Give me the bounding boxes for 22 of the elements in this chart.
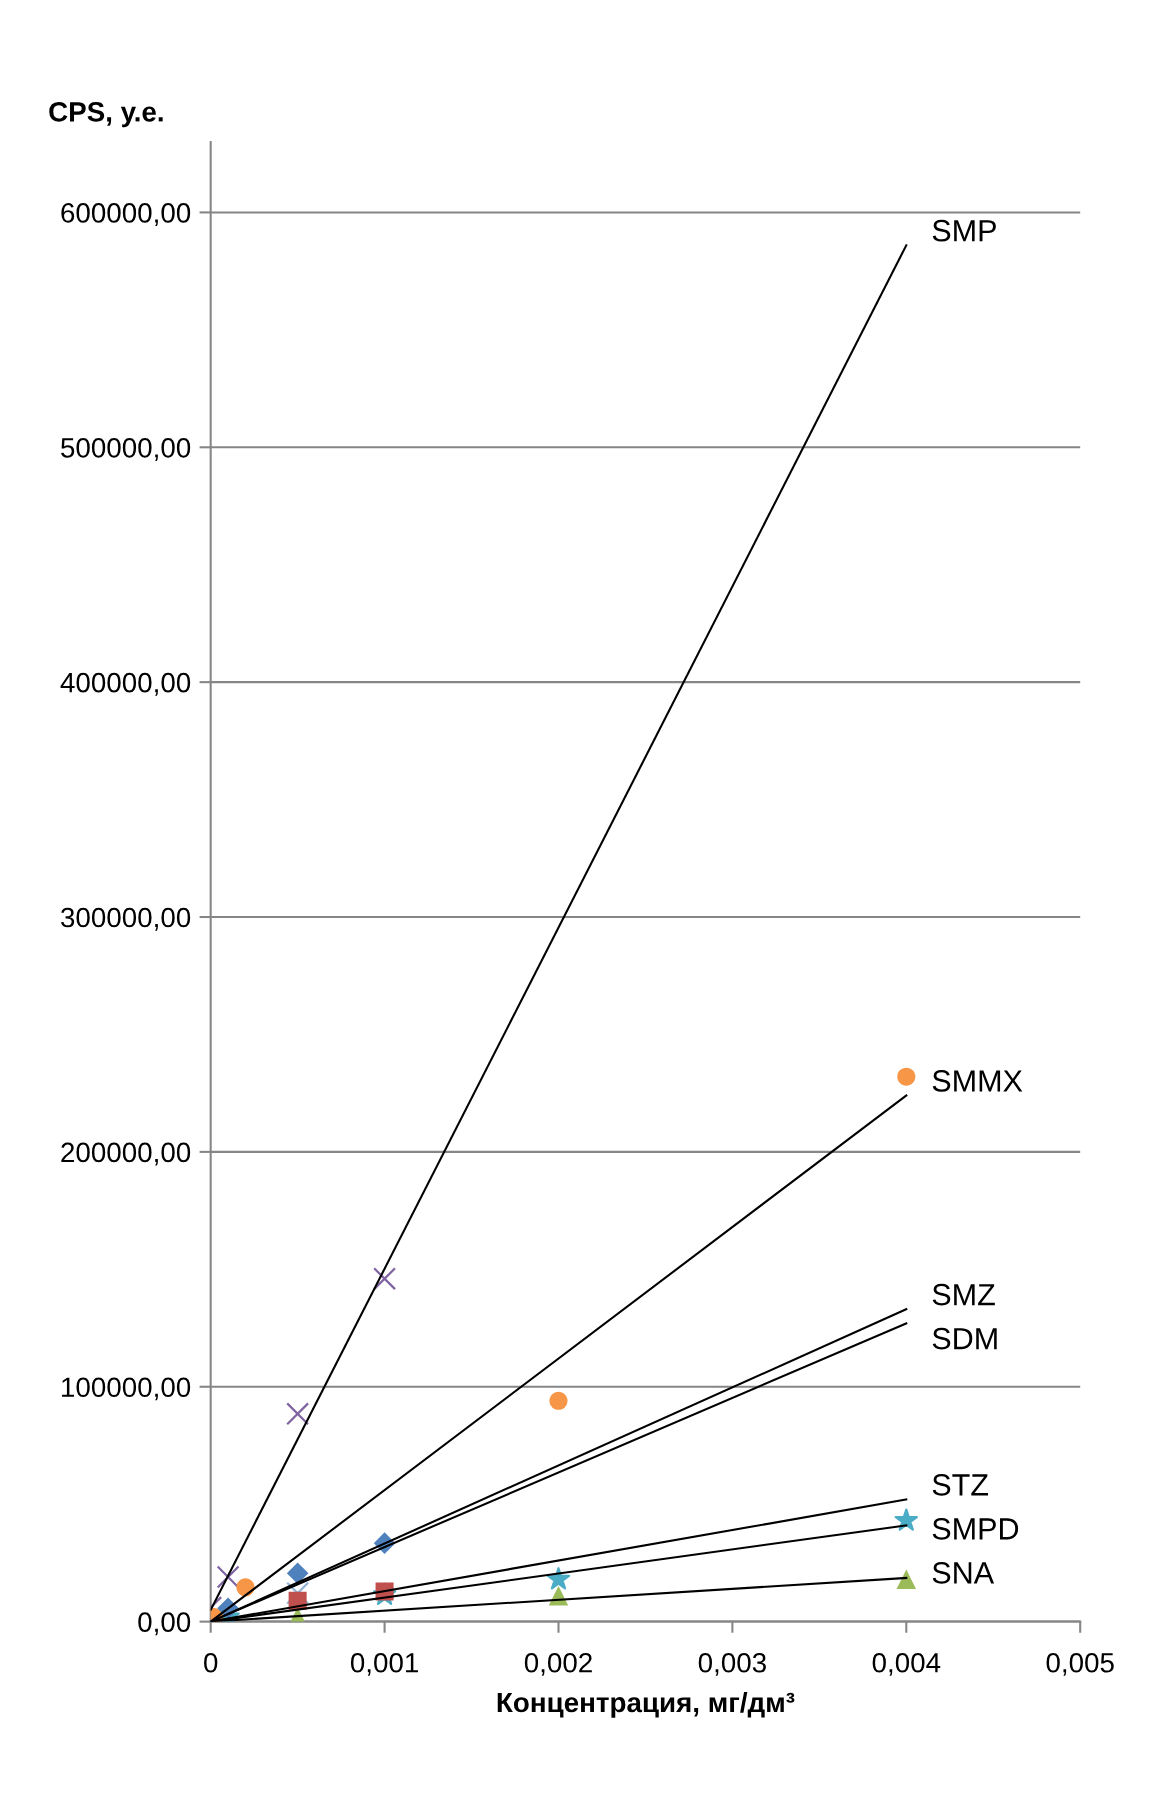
- y-tick-label: 200000,00: [61, 1142, 191, 1166]
- y-tick-label: 300000,00: [61, 907, 191, 931]
- y-tick-label: 500000,00: [61, 437, 191, 461]
- y-tick-label: 600000,00: [61, 203, 191, 227]
- series-label: SDM: [932, 1327, 997, 1350]
- x-tick-label: 0: [204, 1652, 218, 1673]
- series-label: SMMX: [932, 1070, 1023, 1092]
- series-label: STZ: [932, 1474, 989, 1496]
- x-axis-title: Концентрация, мг/дм³: [497, 1691, 795, 1718]
- x-tick-label: 0,003: [698, 1652, 766, 1676]
- y-tick-label: 400000,00: [60, 672, 191, 696]
- series-label: SNA: [932, 1562, 995, 1584]
- y-tick-label: 0,00: [138, 1612, 191, 1636]
- y-tick-label: 100000,00: [62, 1377, 191, 1401]
- x-tick-label: 0,005: [1046, 1652, 1114, 1676]
- series-label: SMZ: [932, 1283, 995, 1306]
- series-label: SMPD: [932, 1518, 1019, 1540]
- series-label: SMP: [932, 219, 996, 242]
- x-tick-label: 0,001: [350, 1652, 418, 1676]
- x-tick-label: 0,004: [872, 1652, 941, 1676]
- y-axis-title: CPS, у.е.: [49, 102, 163, 128]
- x-tick-label: 0,002: [524, 1652, 592, 1676]
